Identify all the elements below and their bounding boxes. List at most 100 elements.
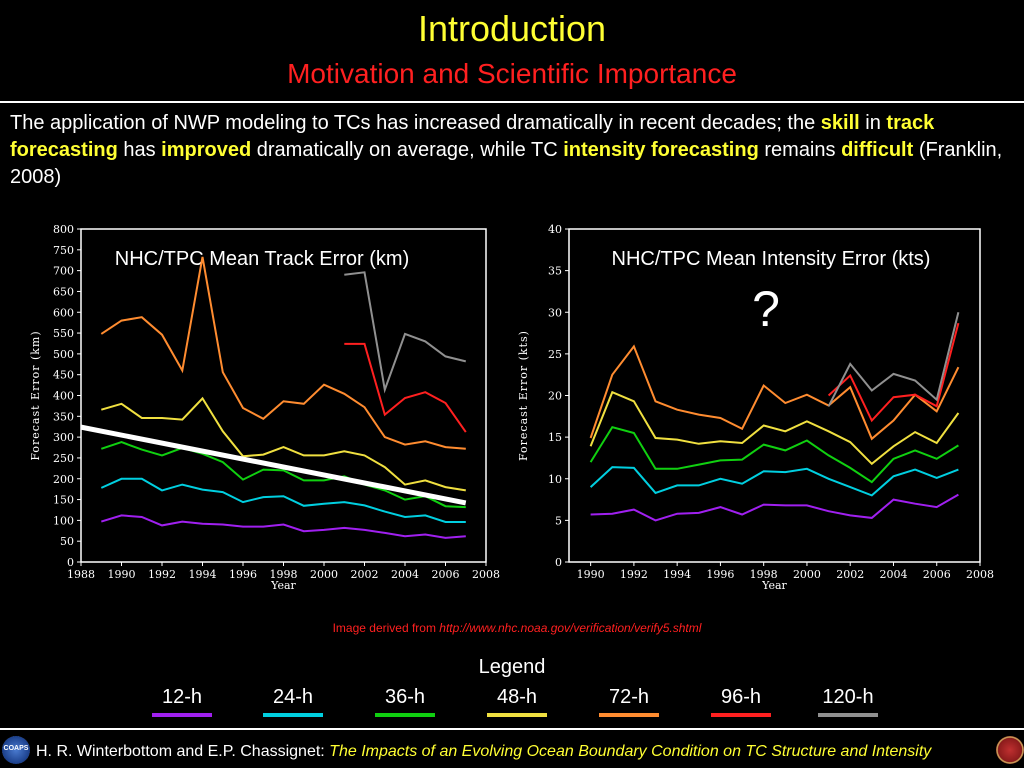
x-tick-label: 1992: [620, 568, 648, 581]
series-line-120-h: [344, 271, 467, 394]
header-divider: [0, 101, 1024, 103]
x-tick-label: 2000: [310, 568, 338, 581]
y-tick-label: 300: [53, 431, 74, 444]
x-tick-label: 2008: [966, 568, 994, 581]
x-tick-label: 1990: [577, 568, 605, 581]
series-line-36-h: [589, 425, 959, 484]
legend-swatch: [599, 713, 659, 717]
legend-item: 120-h: [813, 686, 883, 717]
x-tick-label: 1998: [270, 568, 298, 581]
question-mark-annotation: ?: [752, 281, 780, 337]
y-axis-label: Forecast Error (km): [29, 330, 42, 460]
legend-title: Legend: [478, 656, 546, 678]
legend-label: 120-h: [822, 686, 874, 708]
legend-item: 24-h: [258, 686, 328, 717]
intro-highlight: track forecasting: [10, 112, 935, 161]
series-line-12-h: [101, 514, 466, 539]
x-tick-label: 2002: [836, 568, 864, 581]
x-tick-label: 1990: [108, 568, 136, 581]
y-tick-label: 150: [53, 494, 74, 507]
series-line-36-h: [100, 441, 466, 509]
intro-paragraph: The application of NWP modeling to TCs h…: [10, 110, 1015, 191]
credit-url[interactable]: http://www.nhc.noaa.gov/verification/ver…: [439, 621, 702, 635]
x-tick-label: 2006: [923, 568, 951, 581]
intro-highlight: skill: [820, 112, 860, 134]
x-tick-label: 1994: [189, 568, 217, 581]
y-tick-label: 700: [53, 265, 74, 278]
x-axis-label: Year: [761, 579, 787, 592]
legend-swatch: [818, 713, 878, 717]
x-tick-label: 1994: [663, 568, 691, 581]
series-line-48-h: [589, 390, 960, 466]
y-tick-label: 200: [53, 473, 74, 486]
intro-text: dramatically on average, while TC: [251, 139, 564, 161]
y-tick-label: 600: [53, 306, 74, 319]
series-line-96-h: [344, 342, 467, 433]
legend-label: 96-h: [720, 686, 762, 708]
series-line-24-h: [100, 477, 466, 523]
legend-swatch: [711, 713, 771, 717]
legend-label: 12-h: [161, 686, 203, 708]
plot-frame: [80, 228, 487, 563]
chart-title: NHC/TPC Mean Track Error (km): [115, 248, 409, 270]
y-tick-label: 100: [53, 514, 74, 527]
legend-swatch: [263, 713, 323, 717]
series-line-48-h: [101, 396, 466, 492]
charts-area: 0501001502002503003504004505005506006507…: [29, 223, 994, 592]
y-tick-label: 350: [53, 410, 74, 423]
footer-citation: H. R. Winterbottom and E.P. Chassignet: …: [36, 743, 931, 761]
slide-subtitle: Motivation and Scientific Importance: [287, 58, 737, 89]
x-tick-label: 1996: [229, 568, 257, 581]
intro-text: remains: [758, 139, 842, 161]
x-tick-label: 1996: [706, 568, 734, 581]
y-tick-label: 800: [53, 223, 74, 236]
y-tick-label: 550: [53, 327, 74, 340]
x-tick-label: 2000: [793, 568, 821, 581]
y-tick-label: 0: [67, 556, 74, 569]
series-line-24-h: [589, 466, 959, 497]
series-line-12-h: [590, 493, 959, 522]
x-tick-label: 1992: [148, 568, 176, 581]
legend-label: 24-h: [272, 686, 314, 708]
y-tick-label: 400: [53, 390, 74, 403]
y-tick-label: 50: [60, 535, 74, 548]
x-tick-label: 2008: [472, 568, 500, 581]
legend-item: 48-h: [482, 686, 552, 717]
y-tick-label: 450: [53, 369, 74, 382]
chart-title: NHC/TPC Mean Intensity Error (kts): [612, 248, 931, 270]
x-tick-label: 2004: [391, 568, 419, 581]
y-tick-label: 30: [548, 306, 562, 319]
legend-label: 36-h: [384, 686, 426, 708]
legend-item: 36-h: [370, 686, 440, 717]
legend-swatch: [487, 713, 547, 717]
legend-swatch: [375, 713, 435, 717]
y-tick-label: 25: [548, 348, 562, 361]
legend-label: 72-h: [608, 686, 650, 708]
intro-highlight: intensity forecasting: [563, 139, 759, 161]
legend-swatch: [152, 713, 212, 717]
x-axis-label: Year: [270, 579, 296, 592]
y-tick-label: 10: [548, 473, 562, 486]
y-tick-label: 650: [53, 285, 74, 298]
intro-text: (Franklin, 2008): [10, 139, 1003, 188]
x-tick-label: 1998: [750, 568, 778, 581]
footer-paper-title: The Impacts of an Evolving Ocean Boundar…: [329, 743, 932, 760]
x-tick-label: 2002: [351, 568, 379, 581]
intro-text: in: [859, 112, 887, 134]
coaps-logo: COAPS: [2, 736, 30, 764]
y-tick-label: 15: [548, 431, 562, 444]
legend-item: 96-h: [706, 686, 776, 717]
y-tick-label: 35: [548, 265, 562, 278]
x-tick-label: 2006: [432, 568, 460, 581]
image-credit: Image derived from http://www.nhc.noaa.g…: [0, 621, 1024, 635]
footer-divider: [0, 728, 1024, 730]
x-tick-label: 2004: [879, 568, 907, 581]
footer-authors: H. R. Winterbottom and E.P. Chassignet:: [36, 743, 330, 760]
credit-prefix: Image derived from: [332, 621, 440, 635]
series-line-96-h: [827, 322, 960, 423]
legend-item: 72-h: [594, 686, 664, 717]
legend-label: 48-h: [496, 686, 538, 708]
series-line-120-h: [827, 312, 960, 407]
y-tick-label: 40: [548, 223, 562, 236]
series-line-72-h: [100, 256, 466, 450]
